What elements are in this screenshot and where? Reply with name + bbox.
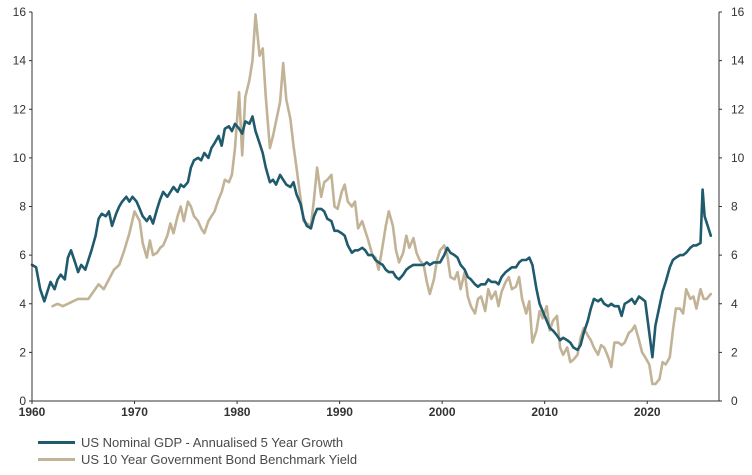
x-tick-label: 2000 [429, 405, 456, 419]
y-tick-label-left: 10 [13, 151, 27, 165]
y-tick-label-left: 4 [19, 297, 26, 311]
y-tick-label-right: 14 [731, 54, 745, 68]
left-axis-ticks: 0 2 4 6 8 10 12 14 16 [13, 5, 32, 408]
y-tick-label-right: 8 [731, 200, 738, 214]
x-tick-label: 1960 [19, 405, 46, 419]
x-tick-label: 2020 [634, 405, 661, 419]
x-tick-label: 1970 [121, 405, 148, 419]
series-line-gdp [30, 115, 713, 359]
legend-label-yield: US 10 Year Government Bond Benchmark Yie… [81, 452, 358, 467]
series-line-yield [51, 13, 713, 386]
y-tick-label-left: 2 [19, 345, 26, 359]
y-tick-label-right: 16 [731, 5, 745, 19]
y-tick-label-left: 0 [19, 394, 26, 408]
legend-label-gdp: US Nominal GDP - Annualised 5 Year Growt… [81, 435, 344, 450]
y-tick-label-left: 12 [13, 102, 27, 116]
y-tick-label-left: 14 [13, 54, 27, 68]
legend-item-yield: US 10 Year Government Bond Benchmark Yie… [38, 451, 357, 468]
x-tick-label: 1980 [224, 405, 251, 419]
y-tick-label-right: 6 [731, 248, 738, 262]
y-tick-label-right: 2 [731, 345, 738, 359]
y-tick-label-left: 16 [13, 5, 27, 19]
series-lines [30, 13, 713, 386]
y-tick-label-right: 10 [731, 151, 745, 165]
x-axis-ticks: 1960 1970 1980 1990 2000 2010 2020 [19, 401, 661, 419]
legend-swatch-gdp [38, 441, 75, 444]
y-tick-label-right: 4 [731, 297, 738, 311]
legend-swatch-yield [38, 458, 75, 461]
y-tick-label-left: 8 [19, 200, 26, 214]
right-axis-ticks: 0 2 4 6 8 10 12 14 16 [719, 5, 745, 408]
y-tick-label-left: 6 [19, 248, 26, 262]
legend: US Nominal GDP - Annualised 5 Year Growt… [38, 434, 357, 468]
x-tick-label: 2010 [531, 405, 558, 419]
x-tick-label: 1990 [326, 405, 353, 419]
legend-item-gdp: US Nominal GDP - Annualised 5 Year Growt… [38, 434, 357, 451]
y-tick-label-right: 0 [731, 394, 738, 408]
y-tick-label-right: 12 [731, 102, 745, 116]
axes-frame [31, 12, 720, 402]
